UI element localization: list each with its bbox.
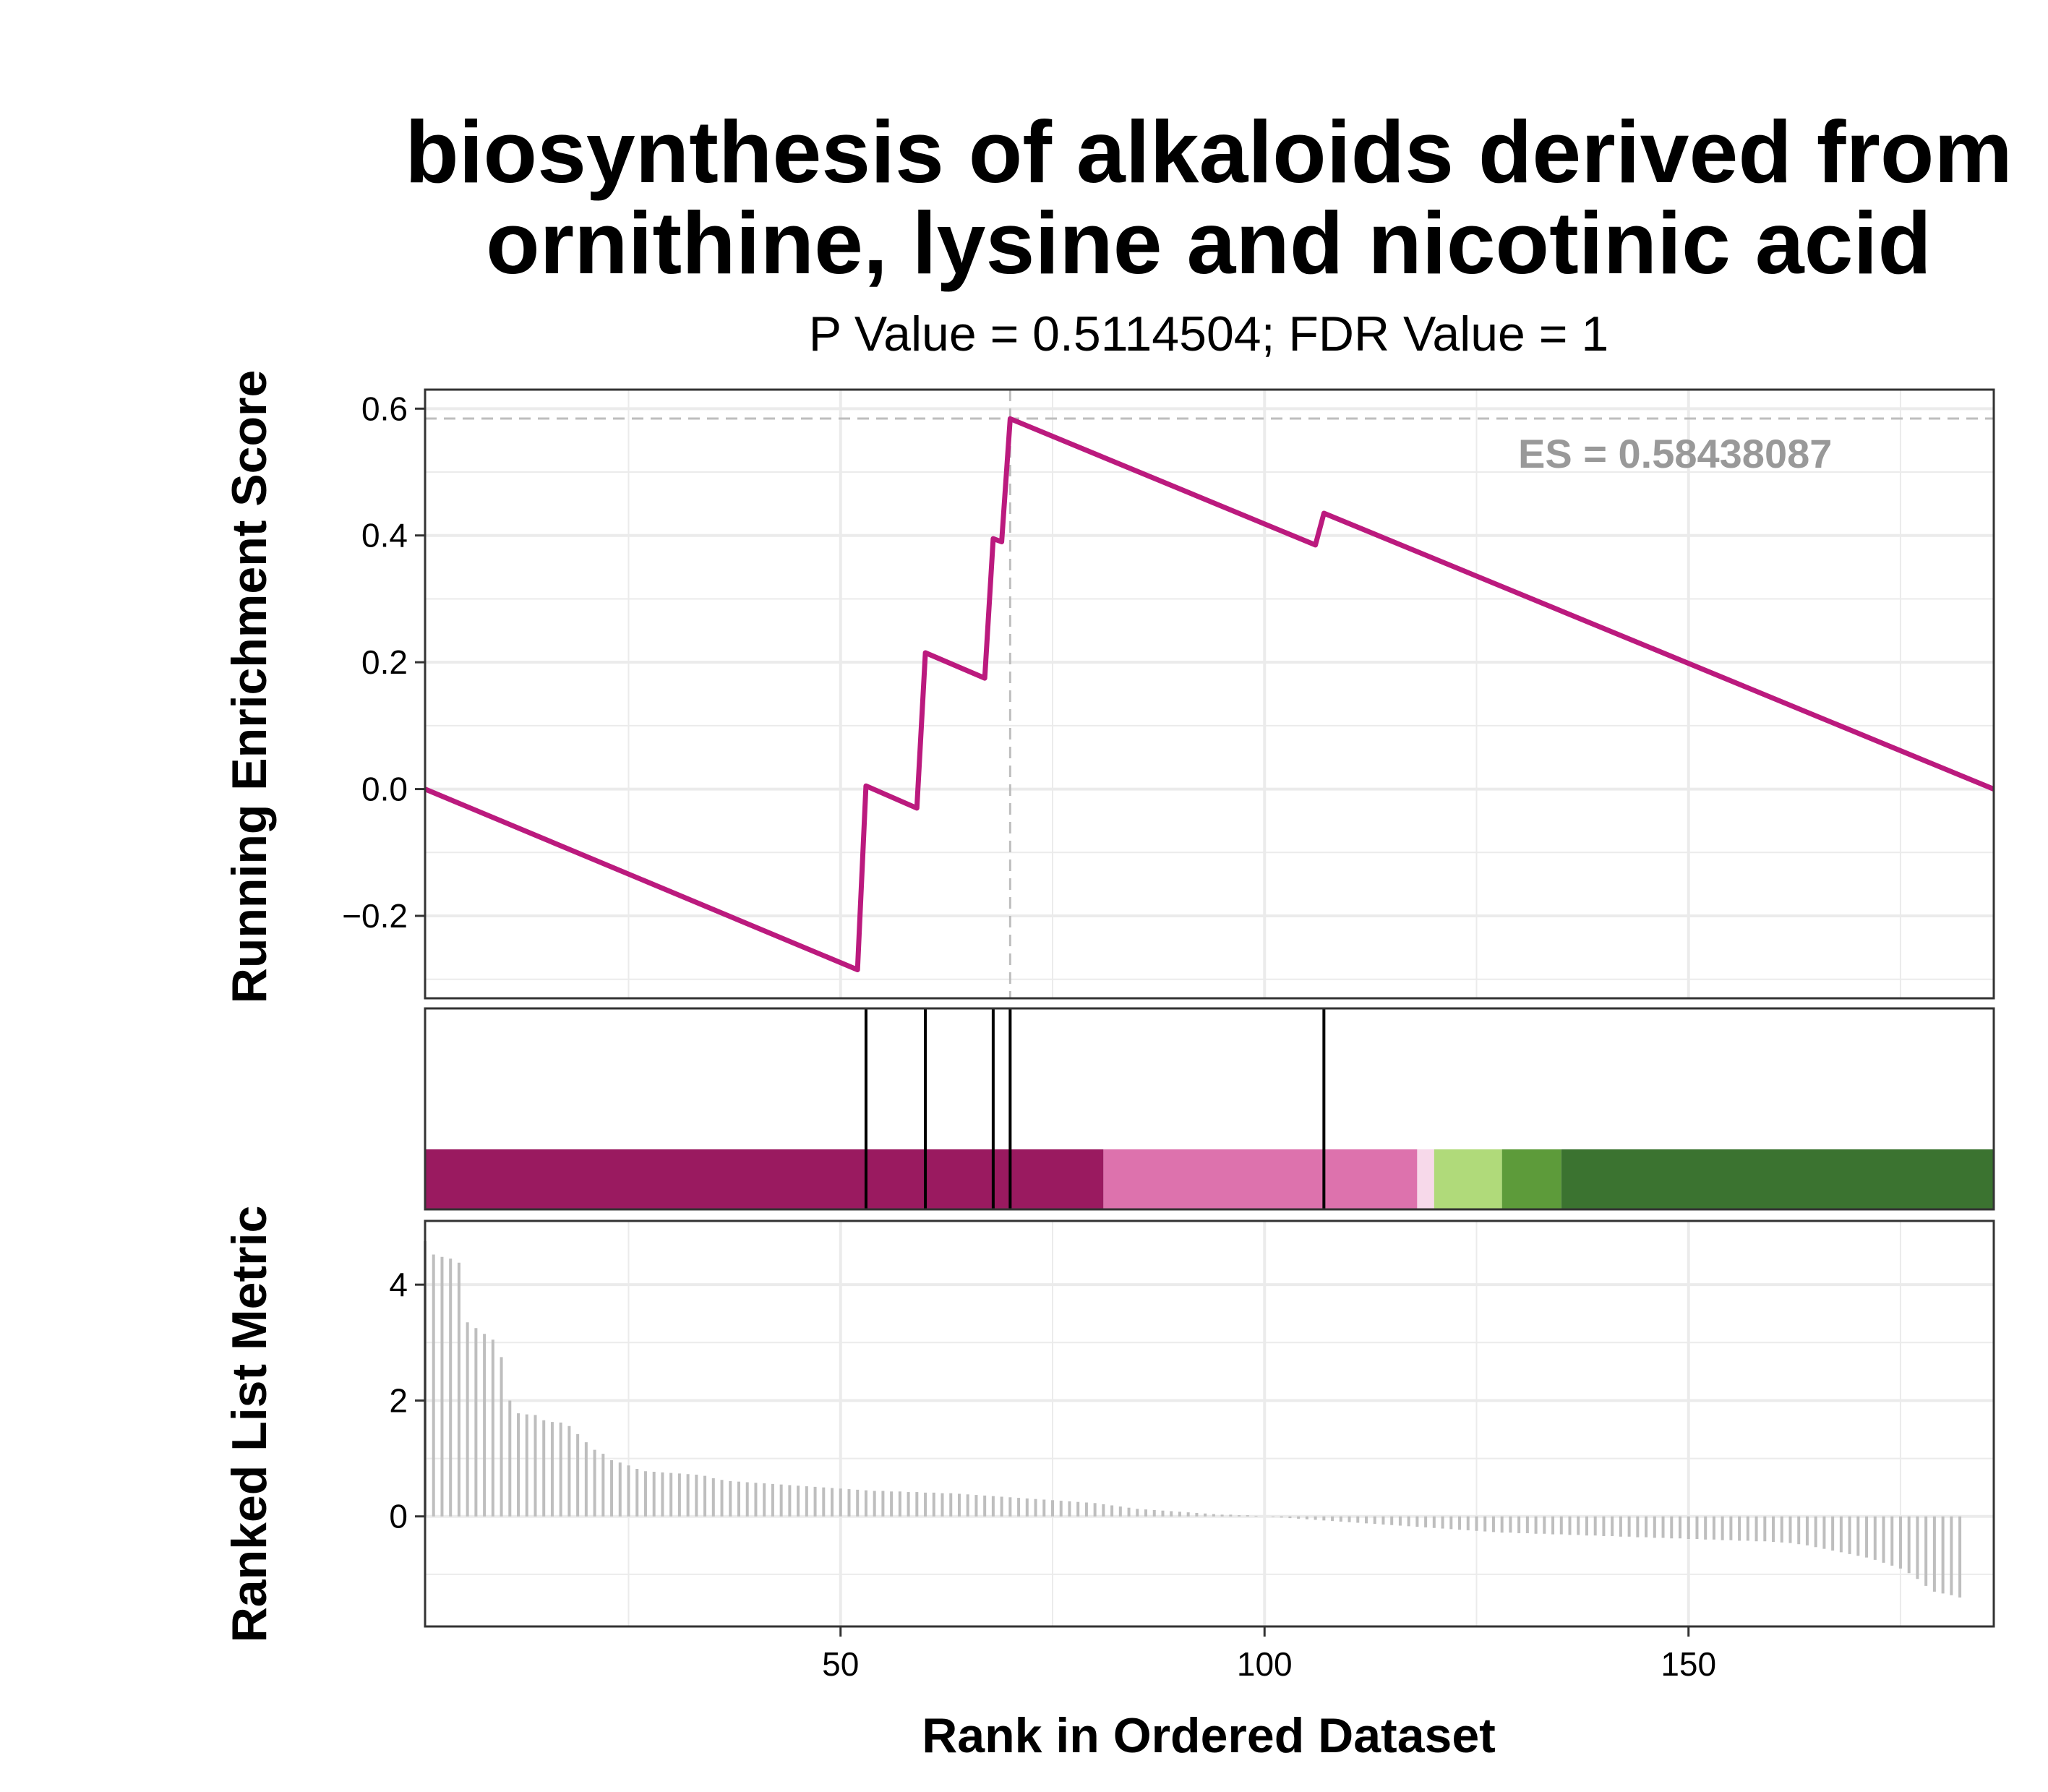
chart-title-line-1: biosynthesis of alkaloids derived from [405,103,2013,201]
panel3-x-axis: 50 100 150 [822,1626,1716,1683]
panel3-y-axis: 0 2 4 [389,1266,425,1535]
gene-set-hits-panel [424,1007,1995,1211]
chart-subtitle: P Value = 0.5114504; FDR Value = 1 [809,306,1608,361]
panel3-background [425,1221,1994,1626]
x-tick-label: 100 [1237,1645,1293,1683]
y-tick-label: 0.2 [361,643,408,681]
heatmap-segment [1417,1149,1434,1209]
es-curve [424,416,1995,972]
y-tick-label: 0.6 [361,390,408,427]
heatmap-segment [1501,1149,1561,1209]
y-tick-label: 2 [389,1381,408,1419]
running-enrichment-panel: ES = 0.58438087 −0.2 0.0 0.2 0.4 0.6 [342,388,1995,1000]
heatmap-segment [425,1149,1104,1209]
heatmap-segment [1561,1149,1994,1209]
heatmap-segment [1103,1149,1418,1209]
panel2-border [424,1007,1995,1211]
x-tick-label: 150 [1661,1645,1716,1683]
rank-heatmap-bar [425,1149,1994,1209]
x-tick-label: 50 [822,1645,859,1683]
hit-lines [864,1008,1326,1209]
panel1-reference-lines [425,390,1994,998]
x-axis-label: Rank in Ordered Dataset [922,1708,1496,1763]
panel1-grid [425,390,1994,998]
heatmap-segment [1434,1149,1502,1209]
panel3-border [424,1219,1995,1628]
panel1-border [424,388,1995,1000]
metric-y-axis-label: Ranked List Metric [222,1206,277,1643]
y-tick-label: 0 [389,1498,408,1535]
y-tick-label: 0.0 [361,771,408,808]
y-tick-label: 0.4 [361,517,408,554]
metric-bars [424,1241,1962,1598]
ranked-metric-panel: 0 2 4 50 100 150 [389,1219,1995,1683]
es-label: ES = 0.58438087 [1518,431,1832,476]
chart-title-line-2: ornithine, lysine and nicotinic acid [486,194,1932,292]
y-tick-label: −0.2 [342,897,408,935]
es-y-axis-label: Running Enrichment Score [222,370,277,1004]
y-tick-label: 4 [389,1266,408,1303]
panel1-y-axis: −0.2 0.0 0.2 0.4 0.6 [342,390,425,935]
